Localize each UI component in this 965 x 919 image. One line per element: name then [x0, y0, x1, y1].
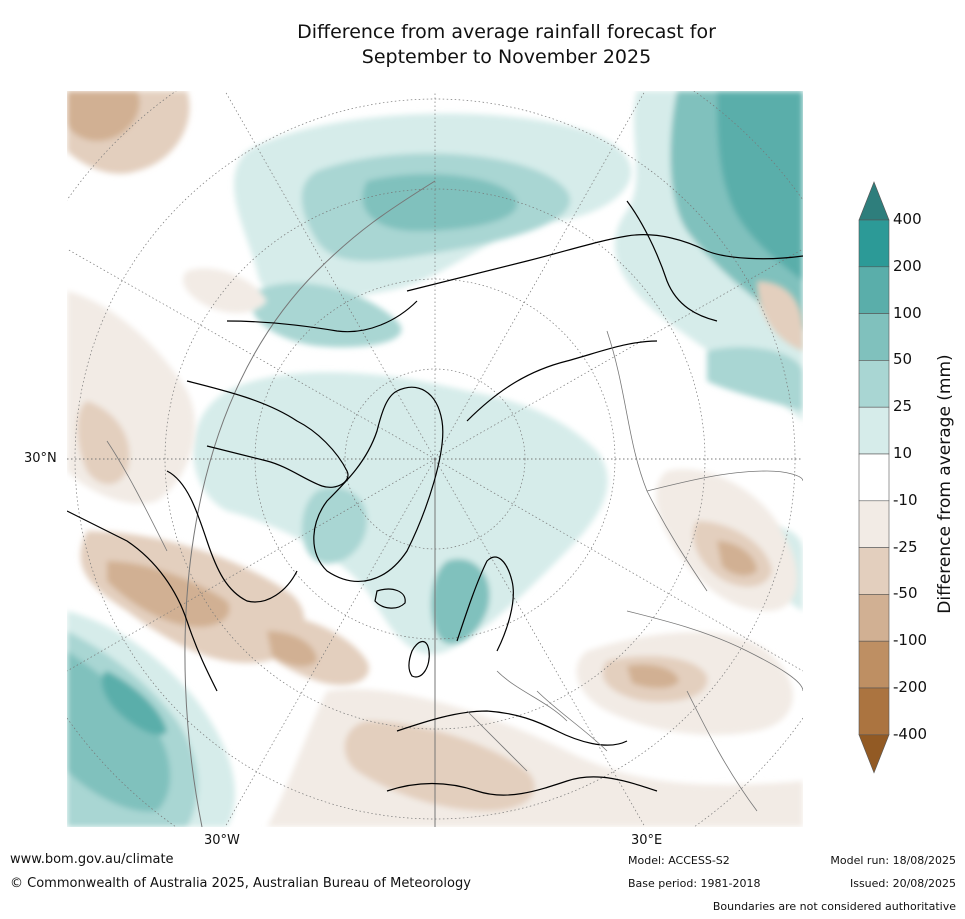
colorbar-band	[858, 687, 890, 736]
title-line-1: Difference from average rainfall forecas…	[297, 21, 716, 43]
country-boundaries	[106, 330, 803, 812]
colorbar-tick-label: -50	[893, 584, 918, 603]
colorbar-band	[858, 547, 890, 595]
canadian-arctic-coast	[186, 380, 349, 488]
colorbar-band	[858, 313, 890, 361]
footer-disclaimer: Boundaries are not considered authoritat…	[712, 900, 956, 913]
colorbar-band	[858, 219, 890, 268]
greenland-coast	[313, 386, 444, 582]
polar-map[interactable]	[67, 91, 803, 827]
footer-copyright: © Commonwealth of Australia 2025, Austra…	[10, 876, 471, 891]
colorbar-band	[858, 453, 890, 502]
colorbar: 400 200 100 50 25 10 -10 -25 -50 -100 -200 -400	[845, 178, 965, 788]
colorbar-tick-label: 50	[893, 350, 913, 369]
map-canvas	[67, 91, 803, 827]
longitude-label-30e: 30°E	[631, 833, 663, 848]
latitude-label-30n: 30°N	[24, 451, 57, 466]
scandinavia-coast	[456, 556, 514, 652]
hudson-bay-coast	[166, 470, 298, 603]
footer-model: Model: ACCESS-S2	[628, 854, 730, 867]
coastlines	[67, 200, 803, 796]
colorbar-extend-low	[858, 734, 890, 774]
uk-coast	[408, 641, 430, 678]
colorbar-band	[858, 360, 890, 408]
longitude-label-30w: 30°W	[204, 833, 240, 848]
colorbar-tick-label: -10	[893, 490, 918, 509]
colorbar-tick-label: 200	[893, 256, 922, 275]
wet-anomaly-fields	[67, 91, 803, 827]
colorbar-swatches	[858, 181, 890, 774]
colorbar-tick-label: -200	[893, 678, 928, 696]
russia-north-coast	[466, 340, 658, 422]
colorbar-title: Difference from average (mm)	[935, 354, 955, 614]
colorbar-tick-label: -100	[893, 631, 928, 650]
footer-website[interactable]: www.bom.gov.au/climate	[10, 852, 174, 867]
alaska-coast	[226, 300, 418, 333]
colorbar-extend-high	[858, 181, 890, 221]
colorbar-tick-label: -25	[893, 537, 918, 556]
graticule-solid	[67, 180, 803, 827]
europe-coast	[396, 710, 628, 746]
title-line-2: September to November 2025	[361, 46, 652, 68]
colorbar-tick-label: 100	[893, 303, 922, 322]
colorbar-band	[858, 594, 890, 642]
colorbar-tick-label: -400	[893, 724, 928, 743]
colorbar-tick-label: 10	[893, 444, 913, 462]
footer-issued: Issued: 20/08/2025	[849, 877, 956, 890]
map-title: Difference from average rainfall forecas…	[0, 20, 965, 70]
colorbar-tick-label: 400	[893, 210, 922, 228]
iceland-coast	[374, 588, 406, 609]
colorbar-band	[858, 266, 890, 314]
dry-anomaly-fields	[67, 91, 803, 827]
colorbar-band	[858, 406, 890, 455]
colorbar-band	[858, 500, 890, 548]
colorbar-band	[858, 640, 890, 689]
kamchatka-coast	[626, 200, 718, 322]
colorbar-tick-label: 25	[893, 397, 913, 416]
north-america-east-coast	[67, 510, 218, 692]
footer-base-period: Base period: 1981-2018	[628, 877, 761, 890]
mediterranean-coast	[386, 776, 658, 796]
footer-model-run: Model run: 18/08/2025	[830, 854, 956, 867]
siberia-coast	[406, 234, 803, 292]
